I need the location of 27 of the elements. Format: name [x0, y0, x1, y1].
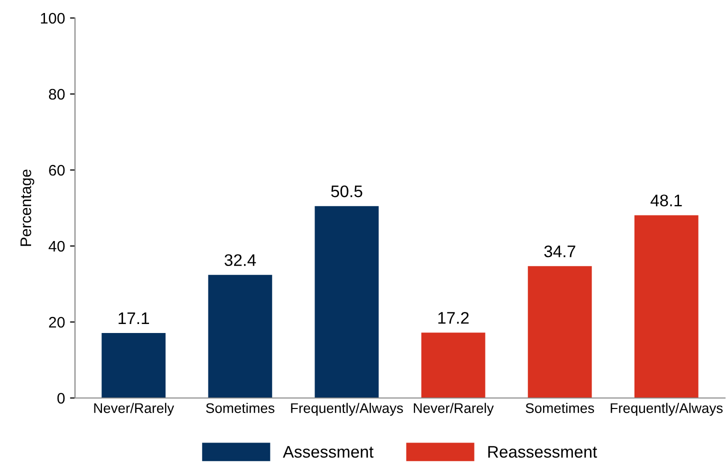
- bar: [208, 274, 272, 398]
- data-label: 17.1: [118, 312, 150, 324]
- bar: [634, 215, 698, 398]
- x-tick-label: Never/Rarely: [414, 402, 494, 416]
- y-tick-label: 20: [49, 316, 65, 328]
- data-label: 34.7: [544, 245, 576, 258]
- data-label: 48.1: [650, 194, 682, 206]
- bar: [314, 206, 379, 398]
- bar: [528, 266, 592, 398]
- x-tick-label: Frequently/Always: [610, 402, 723, 416]
- x-tick-label: Sometimes: [526, 402, 594, 414]
- bar: [421, 332, 486, 398]
- y-tick-label: 40: [48, 240, 65, 252]
- y-tick-label: 0: [57, 392, 65, 404]
- data-label: 32.4: [224, 254, 256, 266]
- data-label: 17.2: [438, 312, 469, 324]
- x-tick-label: Frequently/Always: [291, 402, 403, 416]
- legend-label: Assessment: [282, 446, 374, 458]
- y-tick-label: 100: [40, 12, 65, 24]
- data-label: 50.5: [331, 185, 362, 198]
- y-tick-label: 80: [48, 88, 65, 100]
- x-tick-label: Never/Rarely: [94, 402, 174, 416]
- y-axis-title: Percentage: [20, 170, 34, 246]
- x-tick-label: Sometimes: [206, 402, 274, 414]
- bar: [102, 333, 166, 398]
- legend-label: Reassessment: [488, 446, 598, 458]
- y-tick-label: 60: [49, 164, 65, 176]
